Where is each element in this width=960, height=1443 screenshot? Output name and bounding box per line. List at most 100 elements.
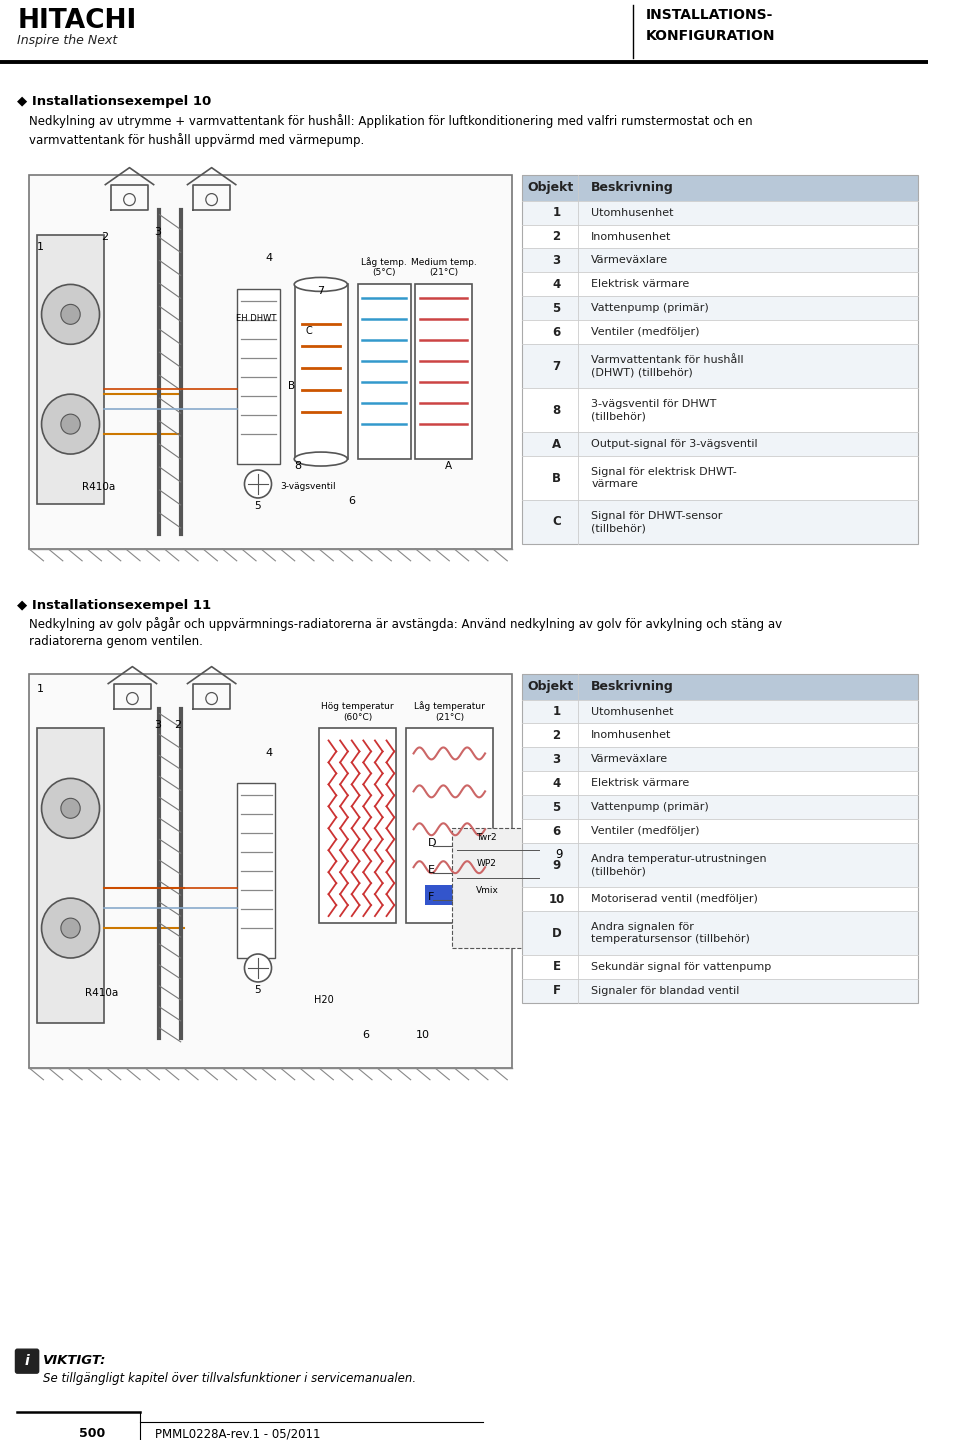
- Text: Output-signal för 3-vägsventil: Output-signal för 3-vägsventil: [591, 439, 758, 449]
- Bar: [522, 175, 918, 201]
- Text: E: E: [553, 961, 561, 974]
- Text: Låg temperatur
(21°C): Låg temperatur (21°C): [414, 701, 485, 722]
- Text: i: i: [25, 1354, 30, 1368]
- Text: 5: 5: [254, 986, 261, 994]
- Bar: [522, 456, 918, 499]
- Bar: [522, 674, 918, 1003]
- Text: ◆ Installationsexempel 10: ◆ Installationsexempel 10: [17, 95, 211, 108]
- Bar: [522, 273, 918, 296]
- Text: 9: 9: [552, 859, 561, 872]
- Text: 6: 6: [362, 1030, 370, 1040]
- Bar: [522, 225, 918, 248]
- Text: Andra signalen för
temperatursensor (tillbehör): Andra signalen för temperatursensor (til…: [591, 922, 750, 945]
- Text: 4: 4: [552, 776, 561, 789]
- Bar: [522, 431, 918, 456]
- Text: Vattenpump (primär): Vattenpump (primär): [591, 802, 709, 812]
- Text: 7: 7: [317, 286, 324, 296]
- Text: Motoriserad ventil (medföljer): Motoriserad ventil (medföljer): [591, 895, 758, 905]
- Bar: [522, 978, 918, 1003]
- Text: R410a: R410a: [83, 482, 115, 492]
- Text: 2: 2: [553, 229, 561, 242]
- Text: Värmeväxlare: Värmeväxlare: [591, 755, 668, 765]
- Text: Inspire the Next: Inspire the Next: [17, 35, 118, 48]
- Bar: [522, 175, 918, 544]
- Bar: [416, 284, 471, 459]
- Bar: [522, 700, 918, 723]
- Text: 2: 2: [174, 720, 181, 730]
- Text: F: F: [553, 984, 561, 997]
- Text: 6: 6: [552, 825, 561, 838]
- Circle shape: [60, 304, 81, 325]
- Text: B: B: [552, 472, 561, 485]
- Text: Andra temperatur-utrustningen
(tillbehör): Andra temperatur-utrustningen (tillbehör…: [591, 854, 767, 876]
- Text: Beskrivning: Beskrivning: [591, 680, 674, 693]
- Text: E: E: [428, 866, 435, 876]
- Circle shape: [245, 470, 272, 498]
- Text: R410a: R410a: [85, 988, 118, 999]
- Text: C: C: [552, 515, 561, 528]
- Bar: [522, 674, 918, 700]
- Ellipse shape: [294, 277, 348, 291]
- Bar: [425, 885, 483, 905]
- Text: 6: 6: [348, 496, 355, 506]
- Circle shape: [60, 918, 81, 938]
- Bar: [36, 729, 105, 1023]
- Bar: [237, 784, 276, 958]
- Bar: [36, 235, 105, 504]
- Text: Twr2: Twr2: [476, 833, 497, 843]
- Bar: [522, 320, 918, 345]
- Bar: [237, 290, 280, 465]
- Text: 9: 9: [556, 848, 564, 861]
- Text: 3-vägsventil: 3-vägsventil: [280, 482, 336, 491]
- Text: EH DHWT: EH DHWT: [236, 315, 276, 323]
- Bar: [452, 828, 544, 948]
- Text: Inomhusenhet: Inomhusenhet: [591, 730, 672, 740]
- Text: 5: 5: [552, 801, 561, 814]
- Text: 1: 1: [553, 206, 561, 219]
- Text: Objekt: Objekt: [528, 680, 574, 693]
- Text: D: D: [552, 926, 562, 939]
- Bar: [522, 820, 918, 843]
- Text: PMML0228A-rev.1 - 05/2011: PMML0228A-rev.1 - 05/2011: [155, 1427, 320, 1440]
- Text: Vattenpump (primär): Vattenpump (primär): [591, 303, 709, 313]
- Bar: [319, 729, 396, 924]
- Bar: [522, 772, 918, 795]
- Bar: [29, 175, 512, 548]
- Text: 8: 8: [552, 404, 561, 417]
- Text: C: C: [305, 326, 312, 336]
- FancyBboxPatch shape: [15, 1349, 38, 1374]
- Bar: [522, 911, 918, 955]
- Bar: [406, 729, 492, 924]
- Text: Vmix: Vmix: [476, 886, 499, 895]
- Text: Ventiler (medföljer): Ventiler (medföljer): [591, 827, 700, 837]
- Text: B: B: [288, 381, 295, 391]
- Text: 2: 2: [102, 231, 108, 241]
- Text: Medium temp.
(21°C): Medium temp. (21°C): [411, 258, 476, 277]
- Text: 7: 7: [553, 359, 561, 372]
- Text: INSTALLATIONS-
KONFIGURATION: INSTALLATIONS- KONFIGURATION: [645, 9, 775, 43]
- Text: 500: 500: [79, 1427, 105, 1440]
- Bar: [29, 674, 512, 1068]
- Circle shape: [41, 778, 100, 838]
- Text: Värmeväxlare: Värmeväxlare: [591, 255, 668, 266]
- Text: Nedkylning av golv pågår och uppvärmnings-radiatorerna är avstängda: Använd nedk: Nedkylning av golv pågår och uppvärmning…: [29, 616, 782, 648]
- Text: Låg temp.
(5°C): Låg temp. (5°C): [361, 257, 406, 277]
- Text: 3-vägsventil för DHWT
(tillbehör): 3-vägsventil för DHWT (tillbehör): [591, 398, 717, 421]
- Bar: [357, 284, 411, 459]
- Bar: [522, 723, 918, 747]
- Text: 3: 3: [553, 753, 561, 766]
- Text: 4: 4: [266, 254, 273, 264]
- Circle shape: [60, 798, 81, 818]
- Text: Ventiler (medföljer): Ventiler (medföljer): [591, 328, 700, 338]
- Text: Varmvattentank för hushåll
(DHWT) (tillbehör): Varmvattentank för hushåll (DHWT) (tillb…: [591, 355, 744, 378]
- Text: Signaler för blandad ventil: Signaler för blandad ventil: [591, 986, 740, 996]
- Text: Inomhusenhet: Inomhusenhet: [591, 231, 672, 241]
- Bar: [522, 345, 918, 388]
- Text: 1: 1: [553, 706, 561, 719]
- Text: 8: 8: [295, 460, 301, 470]
- Text: A: A: [444, 460, 451, 470]
- Text: Se tillgängligt kapitel över tillvalsfunktioner i servicemanualen.: Se tillgängligt kapitel över tillvalsfun…: [42, 1372, 416, 1385]
- Text: WP2: WP2: [476, 859, 496, 869]
- Text: Signal för DHWT-sensor
(tillbehör): Signal för DHWT-sensor (tillbehör): [591, 511, 723, 534]
- Bar: [522, 843, 918, 887]
